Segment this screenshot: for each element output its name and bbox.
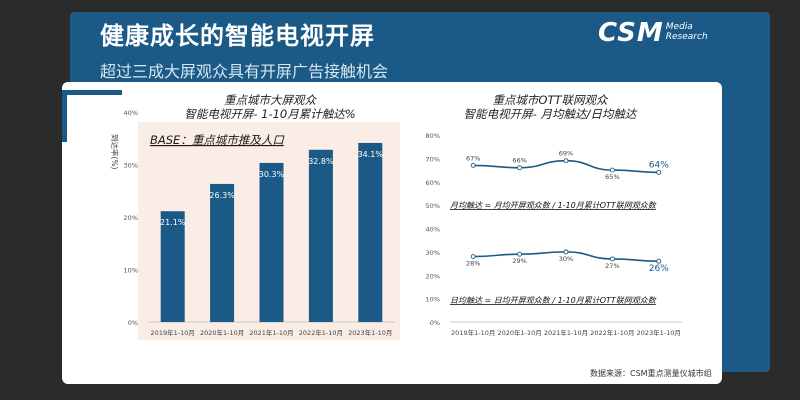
right-chart-title-line2: 智能电视开屏- 月均触达/日均触达 [463,107,637,121]
bar-value-label: 21.1% [160,218,186,227]
bar [259,162,284,322]
right-x-tick-label: 2022年1-10月 [590,328,634,337]
accent-bar-vertical [62,90,67,142]
left-x-tick-label: 2021年1-10月 [249,328,293,337]
left-chart-title: 重点城市大屏观众 智能电视开屏- 1-10月累计触达% [140,93,400,121]
data-point [656,258,662,264]
bar [210,183,235,322]
right-chart-title: 重点城市OTT联网观众 智能电视开屏- 月均触达/日均触达 [420,93,680,121]
right-x-tick-label: 2020年1-10月 [497,328,541,337]
left-y-tick-label: 40% [124,109,138,117]
data-point [470,254,476,259]
bar [308,149,333,322]
bar-value-label: 34.1% [358,150,384,159]
data-label: 65% [605,173,619,181]
right-y-tick-label: 70% [426,155,440,163]
data-point [609,256,615,262]
data-label: 66% [512,157,526,165]
left-x-tick-label: 2022年1-10月 [299,328,343,337]
left-base-label: BASE：重点城市推及人口 [150,133,285,147]
left-y-axis-label: 到达率(%) [110,134,120,170]
data-point [563,158,569,164]
right-y-tick-label: 80% [426,132,440,140]
csm-logo: CSM Media Research [598,18,708,48]
right-y-tick-label: 30% [426,249,440,257]
bar-value-label: 26.3% [209,191,235,200]
left-chart-title-line2: 智能电视开屏- 1-10月累计触达% [184,107,356,121]
data-point [609,167,615,173]
bar-value-label: 30.3% [259,170,285,179]
page-subtitle: 超过三成大屏观众具有开屏广告接触机会 [100,62,389,81]
right-y-tick-label: 40% [426,226,440,234]
right-y-tick-label: 60% [426,179,440,187]
bar [358,142,383,322]
right-x-tick-label: 2021年1-10月 [544,328,588,337]
data-label: 67% [466,154,480,162]
right-chart-title-line1: 重点城市OTT联网观众 [492,93,608,107]
right-x-tick-label: 2023年1-10月 [637,328,681,337]
left-x-tick-label: 2023年1-10月 [348,328,392,337]
left-x-tick-label: 2019年1-10月 [151,328,195,337]
accent-bar-horizontal [62,90,122,95]
data-point [517,165,523,171]
data-source-note: 数据来源：CSM重点测量仪城市组 [590,369,712,378]
data-point [517,251,523,257]
data-label: 30% [559,255,573,263]
logo-sub-media: Media [665,22,693,32]
page-title: 健康成长的智能电视开屏 [100,22,375,50]
daily-reach-definition: 日均触达 = 日均开屏观众数 / 1-10月累计OTT联网观众数 [450,296,657,305]
right-y-tick-label: 20% [426,272,440,280]
monthly-reach-definition: 月均触达 = 月均开屏观众数 / 1-10月累计OTT联网观众数 [450,201,657,210]
left-y-tick-label: 0% [128,319,138,327]
data-label: 29% [512,257,526,265]
left-y-tick-label: 30% [124,162,138,170]
data-label: 28% [466,260,480,268]
data-label: 64% [649,160,669,170]
data-label: 26% [649,264,669,274]
logo-sub-research: Research [665,32,708,42]
left-y-tick-label: 20% [124,214,138,222]
right-x-tick-label: 2019年1-10月 [451,328,495,337]
left-chart-title-line1: 重点城市大屏观众 [224,93,316,107]
left-y-tick-label: 10% [124,267,138,275]
bar-value-label: 32.8% [308,157,334,166]
logo-wordmark: CSM [598,18,664,48]
data-label: 69% [559,150,573,158]
bar [160,211,185,322]
right-y-tick-label: 10% [426,296,440,304]
data-point [656,169,662,175]
right-y-tick-label: 50% [426,202,440,210]
data-point [470,162,476,168]
data-point [563,249,569,255]
left-x-tick-label: 2020年1-10月 [200,328,244,337]
right-y-tick-label: 0% [430,319,440,327]
data-label: 27% [605,262,619,270]
